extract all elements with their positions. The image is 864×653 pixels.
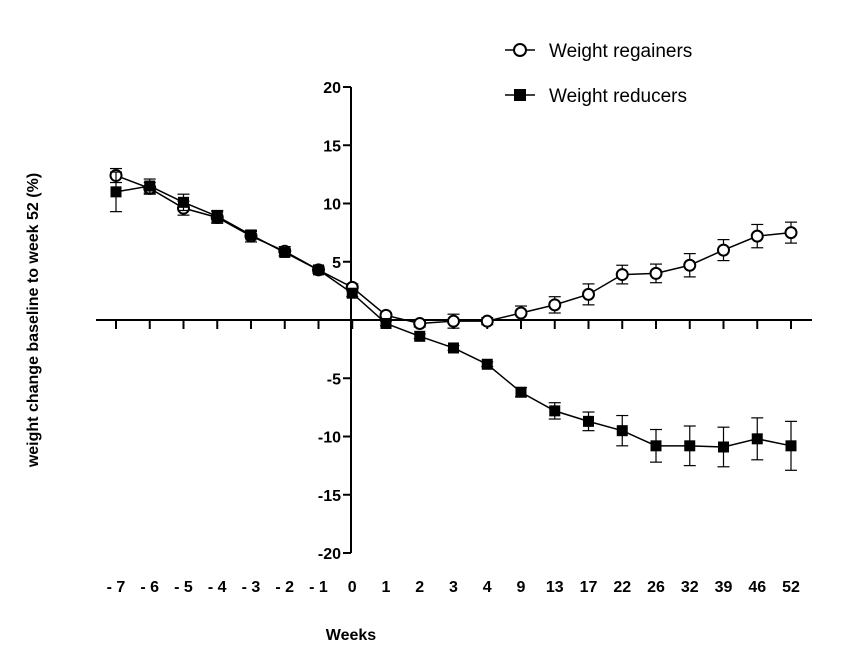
- y-tick-label: 10: [323, 197, 341, 214]
- data-point: [549, 405, 561, 417]
- x-tick-label: 32: [681, 579, 699, 596]
- data-point: [313, 264, 324, 276]
- data-point: [414, 330, 426, 342]
- data-point: [178, 196, 189, 208]
- x-tick-label: 1: [382, 579, 391, 596]
- x-tick-label: - 5: [174, 579, 193, 596]
- data-point: [211, 210, 223, 222]
- x-tick-label: - 4: [208, 579, 227, 596]
- series-regainers: [109, 167, 798, 330]
- data-point: [245, 229, 257, 241]
- y-tick-label: -5: [327, 371, 341, 388]
- data-point: [684, 440, 696, 452]
- data-point: [110, 186, 122, 198]
- x-tick-label: - 1: [309, 579, 328, 596]
- x-tick-label: 2: [415, 579, 424, 596]
- series-layer: [109, 167, 798, 471]
- data-point: [650, 440, 662, 452]
- data-point: [583, 415, 594, 427]
- series-line: [115, 174, 792, 325]
- data-point: [447, 314, 460, 328]
- y-axis-title: weight change baseline to week 52 (%): [25, 173, 42, 468]
- x-tick-label: 46: [748, 579, 766, 596]
- legend-marker-regainers: [513, 43, 527, 57]
- legend-label-regainers: Weight regainers: [549, 41, 692, 62]
- x-tick-label: 9: [517, 579, 526, 596]
- data-point: [582, 287, 595, 301]
- data-point: [548, 298, 562, 312]
- x-tick-label: 39: [715, 579, 733, 596]
- x-tick-label: 4: [483, 579, 492, 596]
- data-point: [649, 266, 663, 280]
- y-tick-label: 5: [332, 255, 341, 272]
- legend-marker-reducers: [514, 89, 526, 101]
- x-tick-label: - 6: [140, 579, 159, 596]
- data-point: [346, 287, 358, 299]
- y-tick-label: -20: [318, 546, 341, 563]
- y-axis-ticks: -20 -15 -10 -5 5 10 15 20: [318, 80, 351, 563]
- x-axis-ticks: - 7 - 6 - 5 - 4 - 3 - 2 - 1 0 1 2 3 4 9 13 17 22 26 32 39 4…: [107, 320, 800, 596]
- x-tick-label: - 7: [107, 579, 126, 596]
- data-point: [683, 258, 697, 272]
- data-point: [481, 358, 493, 370]
- data-point: [615, 268, 629, 282]
- y-tick-label: -10: [318, 430, 341, 447]
- data-point: [480, 314, 494, 328]
- data-point: [448, 342, 459, 354]
- data-point: [784, 226, 798, 240]
- data-point: [279, 246, 291, 258]
- data-point: [717, 243, 730, 257]
- x-tick-label: 0: [348, 579, 357, 596]
- x-tick-label: - 2: [275, 579, 294, 596]
- data-point: [380, 317, 392, 329]
- x-axis-title: Weeks: [326, 627, 377, 644]
- x-tick-label: 13: [546, 579, 564, 596]
- x-tick-label: 22: [613, 579, 631, 596]
- series-reducers: [110, 171, 797, 471]
- data-point: [785, 440, 797, 452]
- y-tick-label: -15: [318, 488, 341, 505]
- data-point: [718, 441, 729, 453]
- x-tick-label: 3: [449, 579, 458, 596]
- x-tick-label: 26: [647, 579, 665, 596]
- legend-label-reducers: Weight reducers: [549, 86, 687, 107]
- data-point: [616, 425, 628, 437]
- data-point: [750, 229, 764, 243]
- data-point: [514, 306, 528, 320]
- legend-item-reducers: Weight reducers: [505, 86, 687, 107]
- y-tick-label: 20: [323, 80, 341, 97]
- x-tick-label: 17: [580, 579, 598, 596]
- data-point: [751, 433, 763, 445]
- y-tick-label: 15: [323, 138, 341, 155]
- data-point: [413, 316, 427, 330]
- legend: Weight regainers Weight reducers: [505, 41, 692, 107]
- data-point: [144, 180, 156, 192]
- data-point: [515, 386, 527, 398]
- x-tick-label: 52: [782, 579, 800, 596]
- legend-item-regainers: Weight regainers: [505, 41, 692, 62]
- x-tick-label: - 3: [242, 579, 261, 596]
